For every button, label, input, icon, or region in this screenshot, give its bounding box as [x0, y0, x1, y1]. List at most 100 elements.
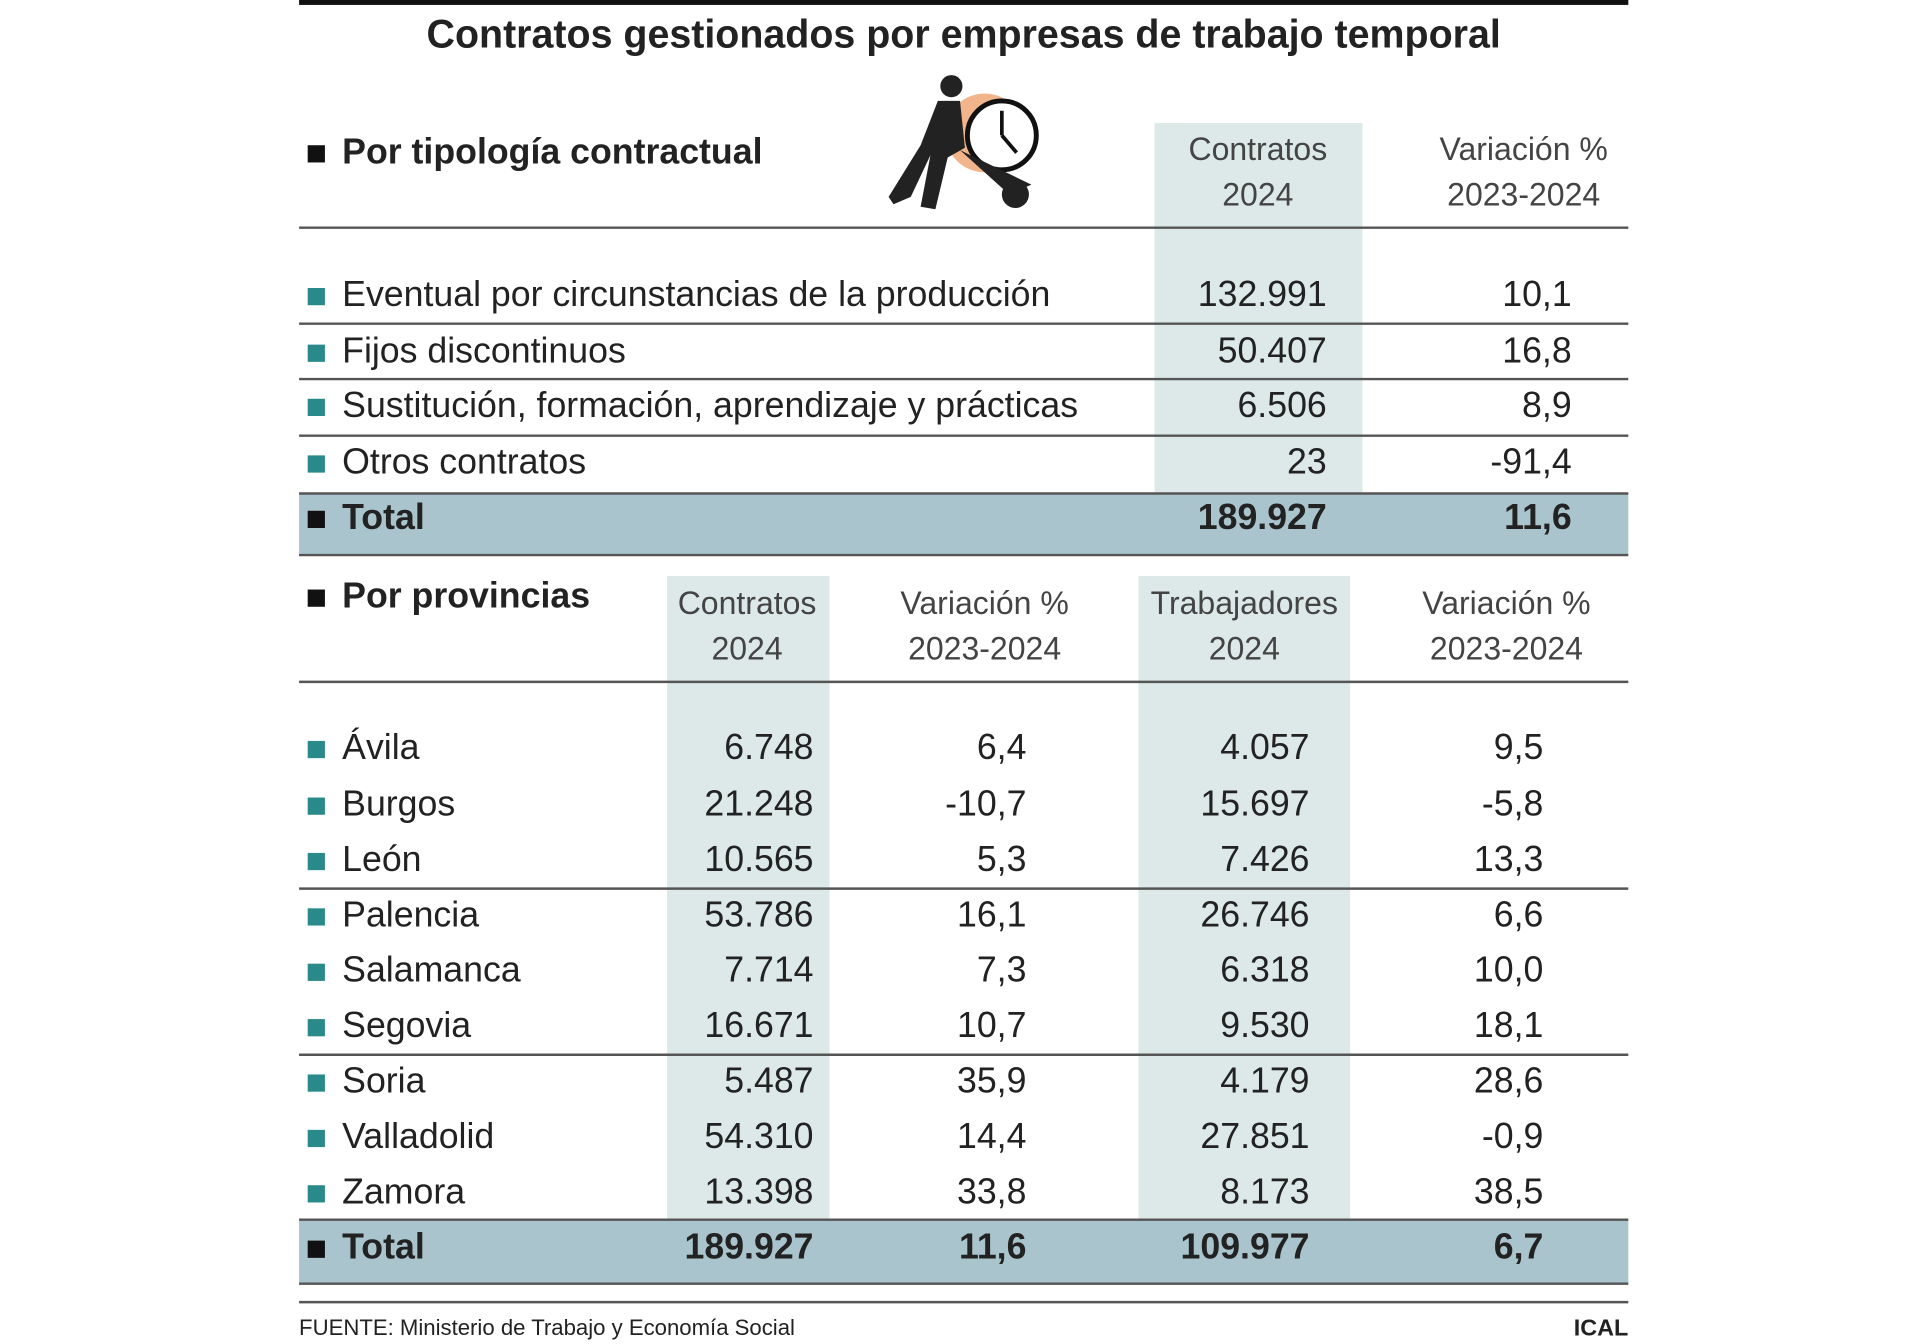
cell: 8,9 — [1522, 385, 1572, 425]
top-rule — [299, 0, 1629, 5]
cell: 132.991 — [1198, 274, 1327, 314]
bullet — [307, 740, 325, 759]
cell: 6.506 — [1237, 385, 1326, 425]
column-header: Variación % — [900, 585, 1068, 621]
rules — [299, 226, 1629, 1304]
cell: 6,6 — [1494, 894, 1544, 934]
total-band — [299, 493, 1629, 556]
credit: ICAL — [1574, 1314, 1629, 1340]
column-header: 2023-2024 — [1447, 176, 1600, 212]
cell: 7,3 — [977, 950, 1027, 990]
row-label: Salamanca — [342, 950, 521, 990]
cell: -10,7 — [945, 784, 1026, 824]
bullet — [307, 510, 325, 528]
cell: 6.748 — [724, 727, 813, 767]
cell: 13.398 — [704, 1171, 813, 1211]
cell: 26.746 — [1200, 894, 1309, 934]
column-header: 2024 — [1222, 176, 1293, 212]
column-header: 2023-2024 — [1430, 631, 1583, 667]
bullet — [307, 398, 325, 416]
cell: -0,9 — [1482, 1116, 1544, 1156]
worker-icon — [888, 75, 1039, 210]
cell: 35,9 — [957, 1060, 1026, 1100]
column-header: 2024 — [1209, 631, 1280, 667]
cell: 9.530 — [1220, 1005, 1309, 1045]
column-header: Trabajadores — [1151, 585, 1338, 621]
section-heading: Por tipología contractual — [342, 131, 762, 171]
cell: 27.851 — [1200, 1116, 1309, 1156]
row-label: Zamora — [342, 1171, 465, 1211]
bullet — [307, 455, 325, 473]
cell: 4.057 — [1220, 727, 1309, 767]
cell: 5.487 — [724, 1060, 813, 1100]
total-cell: 6,7 — [1494, 1227, 1544, 1267]
cell: 28,6 — [1474, 1060, 1543, 1100]
cell: 10.565 — [704, 839, 813, 879]
bullet — [307, 589, 325, 607]
cell: 33,8 — [957, 1171, 1026, 1211]
row-label: Burgos — [342, 784, 455, 824]
cell: 21.248 — [704, 784, 813, 824]
row-label: Sustitución, formación, aprendizaje y pr… — [342, 385, 1078, 425]
total-cell: 11,6 — [1504, 497, 1572, 537]
cell: 6.318 — [1220, 950, 1309, 990]
column-header: 2024 — [711, 631, 782, 667]
cell: 53.786 — [704, 894, 813, 934]
source: FUENTE: Ministerio de Trabajo y Economía… — [299, 1315, 795, 1340]
cell: 5,3 — [977, 839, 1027, 879]
cell: 7.714 — [724, 950, 813, 990]
cell: 6,4 — [977, 727, 1027, 767]
bullet — [307, 1240, 325, 1258]
cell: 10,0 — [1474, 950, 1543, 990]
cell: 16,1 — [957, 894, 1026, 934]
row-label: Soria — [342, 1060, 425, 1100]
row-label: León — [342, 839, 421, 879]
row-label: Eventual por circunstancias de la produc… — [342, 274, 1050, 314]
row-label: Segovia — [342, 1005, 471, 1045]
bullet — [307, 908, 325, 926]
total-cell: 109.977 — [1181, 1227, 1310, 1267]
cell: 23 — [1287, 441, 1327, 481]
cell: 16,8 — [1502, 331, 1571, 371]
cell: 14,4 — [957, 1116, 1026, 1156]
column-header: Contratos — [1188, 131, 1327, 167]
row-label: Palencia — [342, 894, 479, 934]
cell: 18,1 — [1474, 1005, 1543, 1045]
row-label: Ávila — [342, 727, 420, 767]
cell: 4.179 — [1220, 1060, 1309, 1100]
row-label: Valladolid — [342, 1116, 494, 1156]
cell: 10,1 — [1502, 274, 1571, 314]
bullet — [307, 1019, 325, 1037]
cell: 7.426 — [1220, 839, 1309, 879]
cell: 50.407 — [1218, 331, 1327, 371]
column-header: Variación % — [1440, 131, 1608, 167]
column-header: 2023-2024 — [908, 631, 1061, 667]
total-cell: 189.927 — [1198, 497, 1327, 537]
bullet — [307, 1074, 325, 1092]
bullet — [307, 963, 325, 981]
column-header: Variación % — [1422, 585, 1590, 621]
bullet — [307, 1129, 325, 1148]
cell: 8.173 — [1220, 1171, 1309, 1211]
bullet — [307, 288, 325, 306]
bullet — [307, 344, 325, 362]
cell: 38,5 — [1474, 1171, 1543, 1211]
row-label: Fijos discontinuos — [342, 331, 626, 371]
total-label: Total — [342, 1227, 425, 1267]
cell: 16.671 — [704, 1005, 813, 1045]
total-cell: 189.927 — [685, 1227, 814, 1267]
column-shade — [1154, 123, 1363, 493]
cell: 54.310 — [704, 1116, 813, 1156]
cell: -5,8 — [1482, 784, 1544, 824]
cell: 13,3 — [1474, 839, 1543, 879]
cell: -91,4 — [1490, 441, 1571, 481]
bullet — [307, 1185, 325, 1203]
cell: 10,7 — [957, 1005, 1026, 1045]
title: Contratos gestionados por empresas de tr… — [427, 12, 1501, 56]
total-band — [299, 1219, 1629, 1284]
bullet — [307, 797, 325, 815]
total-label: Total — [342, 497, 425, 537]
row-label: Otros contratos — [342, 441, 586, 481]
